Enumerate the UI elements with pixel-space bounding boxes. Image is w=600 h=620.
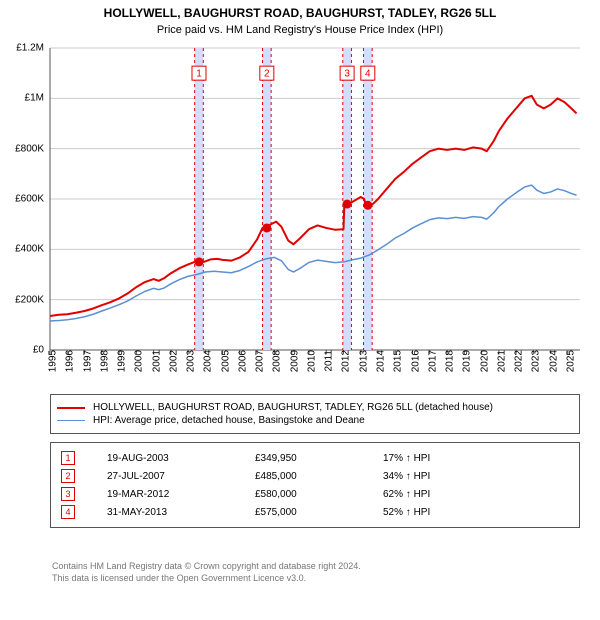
x-tick-label: 2000 — [128, 350, 145, 372]
sales-row: 1 19-AUG-2003 £349,950 17% ↑ HPI — [61, 449, 569, 467]
sales-row: 2 27-JUL-2007 £485,000 34% ↑ HPI — [61, 467, 569, 485]
sales-table: 1 19-AUG-2003 £349,950 17% ↑ HPI 2 27-JUL-200… — [50, 442, 580, 528]
x-tick-label: 1996 — [59, 350, 76, 372]
legend-item: HOLLYWELL, BAUGHURST ROAD, BAUGHURST, TA… — [57, 401, 573, 414]
x-tick-label: 1999 — [111, 350, 128, 372]
x-tick-label: 2018 — [439, 350, 456, 372]
sale-label: 1 — [192, 66, 206, 80]
sale-point-marker — [194, 257, 203, 266]
sale-point-marker — [363, 201, 372, 210]
legend-label: HOLLYWELL, BAUGHURST ROAD, BAUGHURST, TA… — [93, 402, 493, 413]
sale-shade — [343, 48, 352, 350]
y-tick-label: £400K — [15, 244, 50, 255]
x-tick-label: 2003 — [180, 350, 197, 372]
x-tick-label: 2020 — [473, 350, 490, 372]
sale-shade — [195, 48, 204, 350]
x-tick-label: 2021 — [490, 350, 507, 372]
x-tick-label: 2005 — [214, 350, 231, 372]
x-tick-label: 2009 — [283, 350, 300, 372]
sale-label: 3 — [340, 66, 354, 80]
legend: HOLLYWELL, BAUGHURST ROAD, BAUGHURST, TA… — [50, 394, 580, 434]
y-tick-label: £200K — [15, 294, 50, 305]
sale-delta: 62% ↑ HPI — [383, 489, 503, 500]
sale-delta: 17% ↑ HPI — [383, 453, 503, 464]
x-tick-label: 2001 — [145, 350, 162, 372]
x-tick-label: 2016 — [404, 350, 421, 372]
chart-svg: 1 2 3 4 — [50, 48, 580, 350]
sale-marker-icon: 3 — [61, 487, 75, 501]
series-line-property — [50, 96, 577, 316]
x-tick-label: 1997 — [76, 350, 93, 372]
x-tick-label: 2004 — [197, 350, 214, 372]
y-tick-label: £600K — [15, 194, 50, 205]
sale-marker-icon: 4 — [61, 505, 75, 519]
footer: Contains HM Land Registry data © Crown c… — [52, 560, 578, 584]
legend-swatch — [57, 407, 85, 409]
sale-label-number: 4 — [365, 69, 371, 80]
x-tick-label: 1995 — [42, 350, 59, 372]
x-tick-label: 2007 — [249, 350, 266, 372]
sale-price: £485,000 — [255, 471, 365, 482]
chart-subtitle: Price paid vs. HM Land Registry's House … — [0, 24, 600, 36]
sale-price: £575,000 — [255, 507, 365, 518]
x-tick-label: 1998 — [93, 350, 110, 372]
x-tick-label: 2006 — [231, 350, 248, 372]
sale-label-number: 1 — [196, 69, 202, 80]
sale-label: 4 — [361, 66, 375, 80]
footer-line: Contains HM Land Registry data © Crown c… — [52, 560, 578, 572]
sale-point-marker — [262, 223, 271, 232]
sale-date: 19-MAR-2012 — [107, 489, 237, 500]
x-tick-label: 2025 — [559, 350, 576, 372]
sales-row: 4 31-MAY-2013 £575,000 52% ↑ HPI — [61, 503, 569, 521]
sale-marker-icon: 2 — [61, 469, 75, 483]
sale-label: 2 — [260, 66, 274, 80]
sale-price: £349,950 — [255, 453, 365, 464]
x-tick-label: 2024 — [542, 350, 559, 372]
sales-row: 3 19-MAR-2012 £580,000 62% ↑ HPI — [61, 485, 569, 503]
sale-date: 27-JUL-2007 — [107, 471, 237, 482]
x-tick-label: 2010 — [300, 350, 317, 372]
sale-shade — [263, 48, 272, 350]
x-tick-label: 2017 — [421, 350, 438, 372]
y-tick-label: £1M — [25, 93, 50, 104]
plot-area: 1234£0£200K£400K£600K£800K£1M£1.2M199519… — [50, 48, 580, 350]
sale-price: £580,000 — [255, 489, 365, 500]
x-tick-label: 2012 — [335, 350, 352, 372]
sale-delta: 52% ↑ HPI — [383, 507, 503, 518]
sale-date: 31-MAY-2013 — [107, 507, 237, 518]
x-tick-label: 2015 — [387, 350, 404, 372]
legend-swatch — [57, 420, 85, 421]
x-tick-label: 2008 — [266, 350, 283, 372]
legend-item: HPI: Average price, detached house, Basi… — [57, 414, 573, 427]
sale-marker-icon: 1 — [61, 451, 75, 465]
sale-delta: 34% ↑ HPI — [383, 471, 503, 482]
sale-point-marker — [343, 200, 352, 209]
sale-date: 19-AUG-2003 — [107, 453, 237, 464]
x-tick-label: 2002 — [162, 350, 179, 372]
footer-line: This data is licensed under the Open Gov… — [52, 572, 578, 584]
x-tick-label: 2013 — [352, 350, 369, 372]
legend-label: HPI: Average price, detached house, Basi… — [93, 415, 365, 426]
y-tick-label: £1.2M — [16, 43, 50, 54]
series-line-hpi — [50, 185, 577, 321]
y-tick-label: £800K — [15, 143, 50, 154]
x-tick-label: 2019 — [456, 350, 473, 372]
x-tick-label: 2023 — [525, 350, 542, 372]
x-tick-label: 2014 — [370, 350, 387, 372]
sale-label-number: 3 — [344, 69, 350, 80]
x-tick-label: 2022 — [508, 350, 525, 372]
chart-title: HOLLYWELL, BAUGHURST ROAD, BAUGHURST, TA… — [0, 6, 600, 20]
x-tick-label: 2011 — [318, 350, 335, 372]
sale-label-number: 2 — [264, 69, 270, 80]
